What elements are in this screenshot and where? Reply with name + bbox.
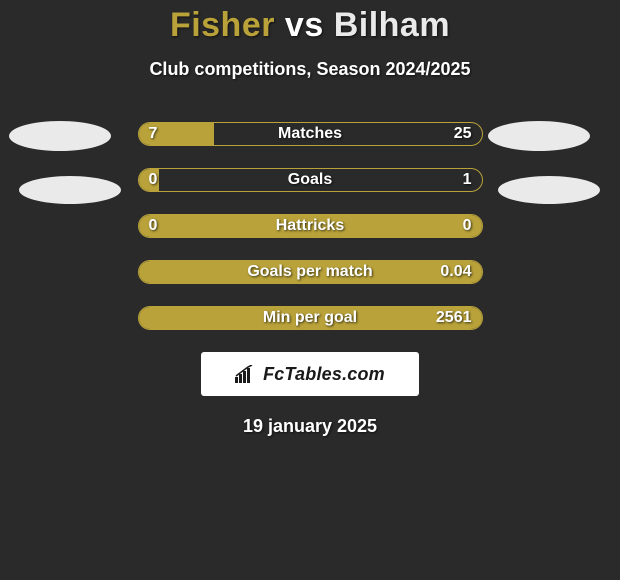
decorative-ellipse <box>9 121 111 151</box>
page-title: Fisher vs Bilham <box>0 0 620 45</box>
stat-row: 7Matches25 <box>138 122 483 146</box>
player2-name: Bilham <box>334 6 450 44</box>
decorative-ellipse <box>488 121 590 151</box>
stat-row: 0Hattricks0 <box>138 214 483 238</box>
stat-value-right: 0.04 <box>440 261 471 284</box>
decorative-ellipse <box>19 176 121 204</box>
stat-label: Min per goal <box>139 307 482 330</box>
source-badge-text: FcTables.com <box>263 364 385 385</box>
chart-icon <box>235 365 257 383</box>
stat-value-right: 2561 <box>436 307 472 330</box>
stat-value-right: 25 <box>454 123 472 146</box>
stat-value-right: 0 <box>463 215 472 238</box>
stat-row: Min per goal2561 <box>138 306 483 330</box>
stats-block: 7Matches250Goals10Hattricks0Goals per ma… <box>138 122 483 330</box>
decorative-ellipse <box>498 176 600 204</box>
stat-row: Goals per match0.04 <box>138 260 483 284</box>
stat-label: Matches <box>139 123 482 146</box>
player1-name: Fisher <box>170 6 275 44</box>
card-root: Fisher vs Bilham Club competitions, Seas… <box>0 0 620 580</box>
source-badge: FcTables.com <box>201 352 419 396</box>
source-badge-label: FcTables.com <box>235 364 385 385</box>
stat-label: Hattricks <box>139 215 482 238</box>
subtitle: Club competitions, Season 2024/2025 <box>0 59 620 80</box>
date-label: 19 january 2025 <box>0 416 620 437</box>
stat-label: Goals <box>139 169 482 192</box>
stat-label: Goals per match <box>139 261 482 284</box>
vs-separator: vs <box>275 6 334 44</box>
stat-row: 0Goals1 <box>138 168 483 192</box>
stat-value-right: 1 <box>463 169 472 192</box>
